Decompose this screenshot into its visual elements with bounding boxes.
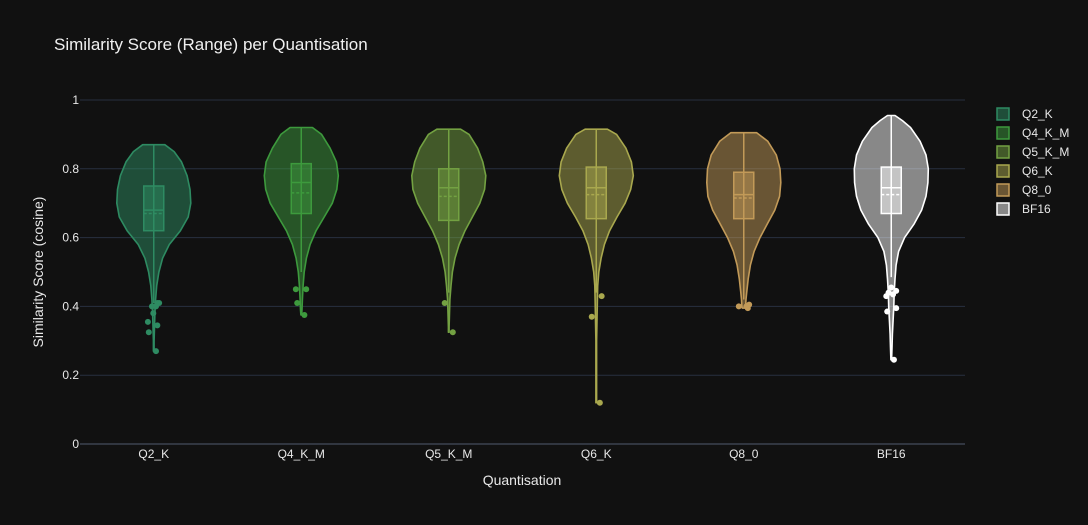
legend-item-Q8_0[interactable]: Q8_0: [996, 183, 1052, 197]
y-tick-label: 0.2: [62, 368, 79, 382]
legend-item-Q4_K_M[interactable]: Q4_K_M: [996, 126, 1069, 140]
x-tick-label: Q4_K_M: [278, 447, 325, 461]
violin-box: [585, 166, 607, 220]
x-axis-ticks: Q2_K Q4_K_M Q5_K_M Q6_K Q8_0 BF16: [138, 447, 906, 461]
legend-item-Q5_K_M[interactable]: Q5_K_M: [996, 145, 1069, 159]
legend-item-BF16[interactable]: BF16: [996, 202, 1051, 216]
outlier-point: [441, 299, 448, 306]
legend-label: BF16: [1022, 202, 1051, 216]
outlier-point: [154, 322, 161, 329]
y-tick-label: 0: [72, 437, 79, 451]
outlier-point: [153, 303, 159, 310]
outlier-point: [449, 329, 456, 336]
legend[interactable]: Q2_K Q4_K_M Q5_K_M Q6_K Q8_0 BF16: [996, 107, 1069, 216]
violin-box: [733, 171, 755, 220]
legend-label: Q6_K: [1022, 164, 1053, 178]
legend-swatch: [996, 164, 1010, 178]
outlier-point: [888, 284, 895, 291]
legend-swatch: [996, 145, 1010, 159]
outlier-point: [588, 313, 595, 320]
violin-Q6_K[interactable]: [558, 128, 635, 406]
legend-swatch: [996, 126, 1010, 140]
legend-item-Q2_K[interactable]: Q2_K: [996, 107, 1053, 121]
outlier-point: [294, 299, 301, 306]
x-axis-title: Quantisation: [483, 472, 562, 488]
chart-title: Similarity Score (Range) per Quantisatio…: [54, 35, 368, 54]
legend-label: Q8_0: [1022, 183, 1052, 197]
outlier-point: [893, 287, 900, 294]
y-tick-label: 0.4: [62, 299, 79, 313]
legend-label: Q2_K: [1022, 107, 1053, 121]
outlier-point: [746, 301, 753, 308]
y-axis-ticks: 0 0.2 0.4 0.6 0.8 1: [62, 93, 79, 451]
violin-Q8_0[interactable]: [706, 131, 782, 312]
grid-lines: [80, 99, 965, 445]
legend-swatch: [996, 107, 1010, 121]
outlier-point: [890, 356, 897, 363]
plot-area: [116, 114, 930, 406]
x-tick-label: Q2_K: [138, 447, 169, 461]
violin-box: [290, 162, 312, 215]
x-tick-label: BF16: [877, 447, 906, 461]
violin-Q4_K_M[interactable]: [263, 126, 340, 319]
outlier-point: [301, 312, 308, 318]
violin-Q5_K_M[interactable]: [411, 128, 487, 336]
violin-BF16[interactable]: [853, 114, 930, 363]
legend-label: Q5_K_M: [1022, 145, 1069, 159]
violin-box: [438, 168, 460, 222]
outlier-point: [153, 348, 159, 355]
legend-label: Q4_K_M: [1022, 126, 1069, 140]
y-tick-label: 1: [72, 93, 79, 107]
violin-Q2_K[interactable]: [116, 143, 192, 355]
x-tick-label: Q8_0: [729, 447, 759, 461]
outlier-point: [884, 308, 891, 315]
y-axis-title: Similarity Score (cosine): [30, 197, 46, 348]
outlier-point: [598, 293, 605, 300]
outlier-point: [145, 329, 152, 336]
legend-item-Q6_K[interactable]: Q6_K: [996, 164, 1053, 178]
outlier-point: [735, 303, 742, 310]
outlier-point: [596, 399, 603, 406]
x-tick-label: Q6_K: [581, 447, 612, 461]
violin-box: [143, 185, 165, 232]
outlier-point: [303, 286, 310, 293]
y-tick-label: 0.6: [62, 231, 79, 245]
x-tick-label: Q5_K_M: [425, 447, 472, 461]
outlier-point: [893, 305, 900, 312]
outlier-point: [144, 318, 151, 325]
outlier-point: [150, 310, 157, 317]
outlier-point: [883, 293, 890, 300]
violin-box: [880, 166, 902, 215]
outlier-point: [292, 286, 299, 293]
y-tick-label: 0.8: [62, 162, 79, 176]
legend-swatch: [996, 183, 1010, 197]
legend-swatch: [996, 202, 1010, 216]
